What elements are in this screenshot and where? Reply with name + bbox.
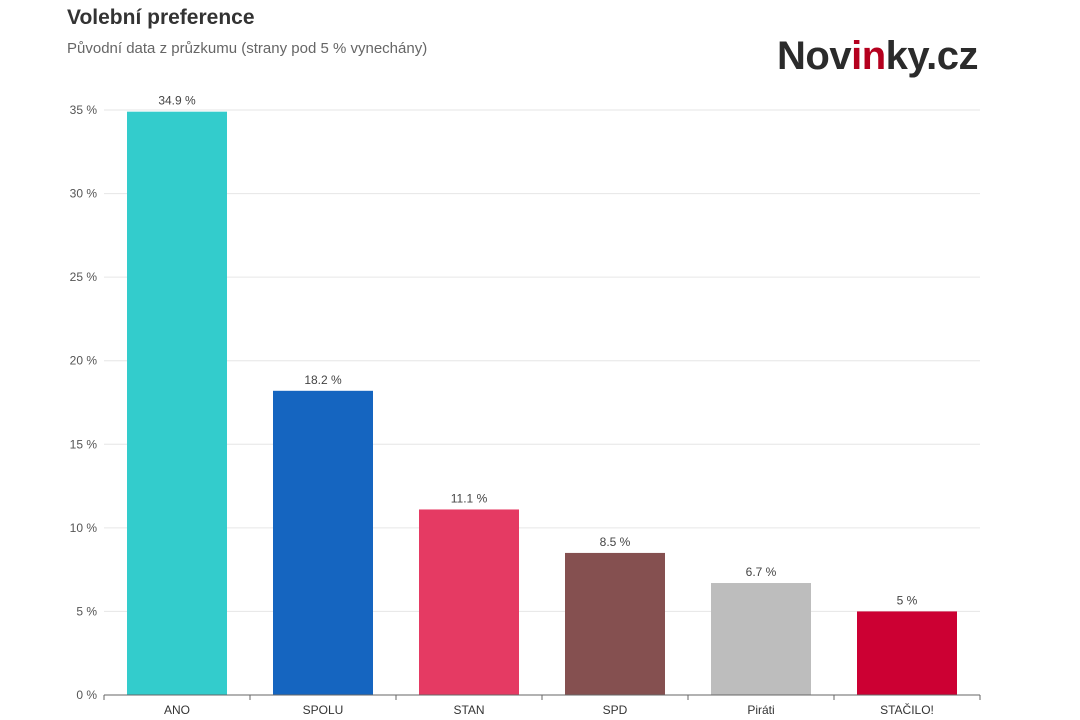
data-label: 6.7 % xyxy=(746,565,777,579)
x-tick-label: SPD xyxy=(603,703,628,717)
y-tick-label: 35 % xyxy=(70,103,98,117)
y-tick-label: 20 % xyxy=(70,354,98,368)
novinky-logo: Novinky.cz xyxy=(777,34,979,78)
data-label: 11.1 % xyxy=(451,491,488,505)
bar xyxy=(857,611,957,695)
x-tick-label: Piráti xyxy=(747,703,774,717)
bar xyxy=(565,552,665,695)
data-label: 8.5 % xyxy=(600,535,631,549)
x-tick-label: ANO xyxy=(164,703,190,717)
y-tick-label: 0 % xyxy=(76,688,97,702)
logo-text-prefix: Nov xyxy=(777,34,852,78)
bar xyxy=(127,111,227,695)
y-tick-label: 25 % xyxy=(70,270,98,284)
logo-text-accent: in xyxy=(851,34,886,78)
y-tick-label: 15 % xyxy=(70,437,98,451)
x-tick-label: STAČILO! xyxy=(880,702,934,717)
chart-subtitle: Původní data z průzkumu (strany pod 5 % … xyxy=(67,40,428,57)
bar xyxy=(419,509,519,695)
chart-title: Volební preference xyxy=(67,6,255,29)
logo-text-suffix: ky.cz xyxy=(885,34,979,78)
y-tick-label: 10 % xyxy=(70,521,98,535)
bar xyxy=(273,390,373,695)
x-tick-label: SPOLU xyxy=(303,703,344,717)
y-tick-label: 5 % xyxy=(76,604,97,618)
data-label: 5 % xyxy=(897,593,918,607)
bar xyxy=(711,583,811,695)
data-label: 18.2 % xyxy=(304,373,342,387)
y-tick-label: 30 % xyxy=(70,187,98,201)
data-label: 34.9 % xyxy=(158,94,196,108)
x-tick-label: STAN xyxy=(453,703,484,717)
